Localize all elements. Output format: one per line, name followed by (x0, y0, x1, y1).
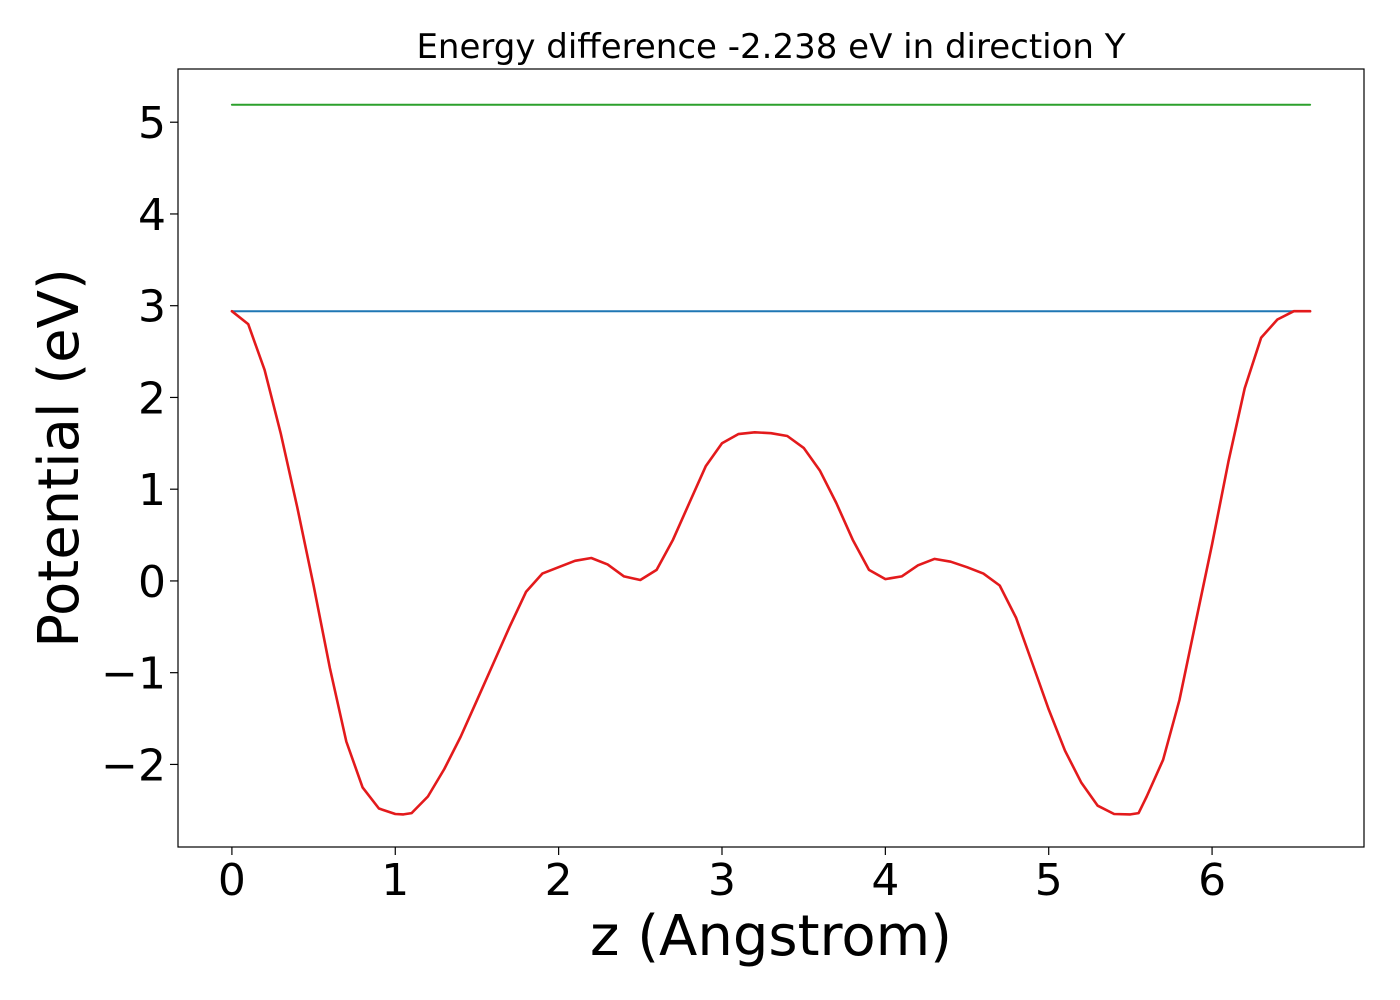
x-ticks: 0 1 2 3 4 5 6 (218, 847, 1226, 906)
y-ticks: −2 −1 0 1 2 3 4 5 (101, 98, 178, 791)
x-tick-label: 4 (871, 855, 899, 906)
series-line-0 (230, 309, 1312, 816)
x-tick-label: 1 (381, 855, 409, 906)
y-tick-label: 4 (138, 190, 166, 241)
x-tick-label: 0 (218, 855, 246, 906)
y-axis-label: Potential (eV) (27, 268, 92, 648)
y-tick-label: 2 (138, 373, 166, 424)
plot-frame (177, 68, 1365, 848)
y-tick-label: 3 (138, 282, 166, 333)
y-tick-label: 1 (138, 465, 166, 516)
chart-title: Energy difference -2.238 eV in direction… (416, 27, 1125, 67)
series-layer (230, 103, 1312, 816)
y-tick-label: 0 (138, 557, 166, 608)
x-axis-label: z (Angstrom) (590, 904, 952, 969)
x-tick-label: 3 (708, 855, 736, 906)
y-tick-label: −2 (101, 740, 166, 791)
x-tick-label: 2 (545, 855, 573, 906)
x-tick-label: 6 (1198, 855, 1226, 906)
x-tick-label: 5 (1035, 855, 1063, 906)
y-tick-label: 5 (138, 98, 166, 149)
y-tick-label: −1 (101, 649, 166, 700)
